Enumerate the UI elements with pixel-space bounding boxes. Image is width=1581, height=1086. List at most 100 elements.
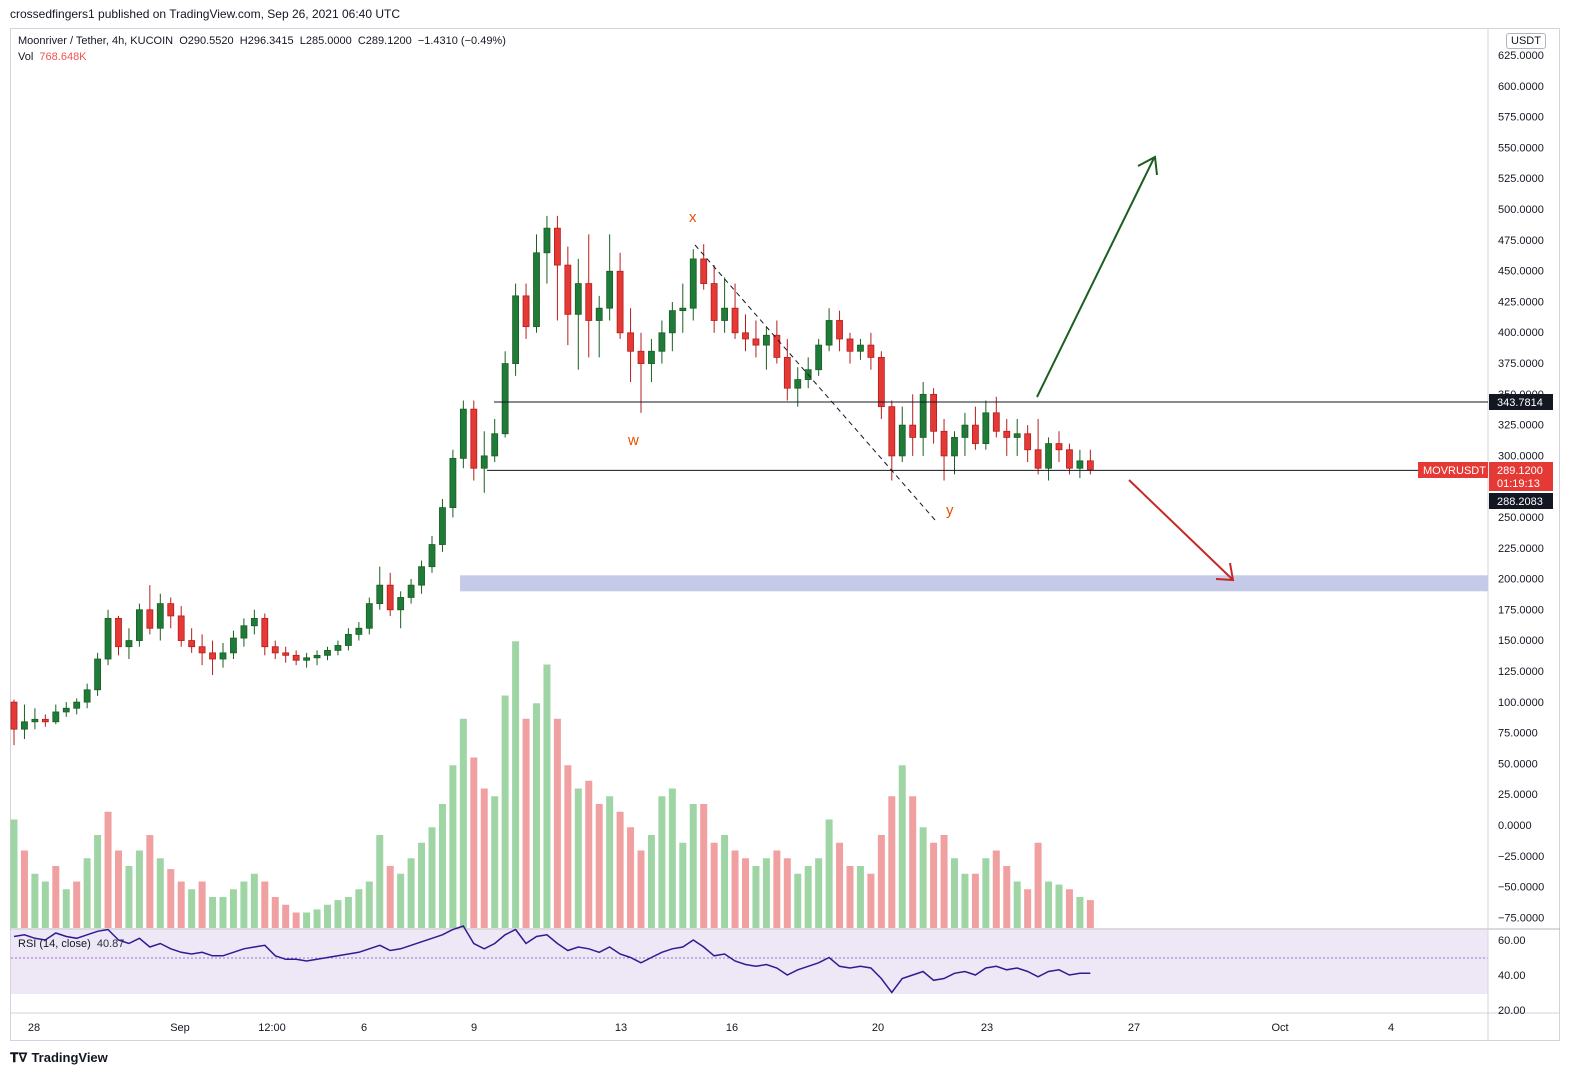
candle[interactable] [449,449,457,518]
candle[interactable] [857,338,864,360]
candle[interactable] [616,252,624,339]
candle[interactable] [1066,443,1073,475]
candle[interactable] [1045,437,1052,481]
candle[interactable] [459,400,467,469]
candle[interactable] [731,283,739,339]
candle[interactable] [355,622,363,641]
candle[interactable] [21,704,28,740]
candle[interactable] [825,308,833,352]
candle[interactable] [209,640,216,676]
candle[interactable] [313,650,321,666]
candle[interactable] [992,396,1000,438]
candle[interactable] [334,640,342,656]
candle[interactable] [282,646,290,663]
candle[interactable] [773,320,781,364]
candle[interactable] [585,234,593,358]
bullish-arrow-shaft[interactable] [1036,157,1155,398]
candle[interactable] [135,603,143,647]
candle[interactable] [156,593,164,641]
candle[interactable] [1024,425,1032,463]
candle[interactable] [31,708,39,730]
candle[interactable] [1076,449,1084,479]
candle[interactable] [815,338,823,376]
candle[interactable] [407,579,415,604]
candle[interactable] [1013,418,1021,456]
candle[interactable] [428,535,436,573]
candle[interactable] [1003,418,1011,456]
candle[interactable] [710,265,718,333]
candle[interactable] [648,338,655,383]
candle[interactable] [386,572,394,616]
candle[interactable] [1034,418,1042,475]
candle[interactable] [574,258,582,370]
candle[interactable] [595,295,603,358]
candle[interactable] [522,283,530,339]
candle[interactable] [376,566,384,610]
candle[interactable] [418,560,425,594]
candle[interactable] [219,643,227,668]
candle[interactable] [909,394,917,456]
candle[interactable] [867,332,875,370]
candle[interactable] [554,215,561,321]
candle[interactable] [230,630,237,660]
candle[interactable] [439,498,446,552]
candle[interactable] [501,351,509,438]
bearish-arrow-shaft[interactable] [1128,479,1233,580]
candle[interactable] [115,615,122,656]
candle[interactable] [606,234,614,321]
chart-frame[interactable] [10,28,1560,1041]
candle[interactable] [177,606,185,647]
candle[interactable] [877,351,885,419]
candle[interactable] [480,431,488,493]
candle[interactable] [982,400,990,450]
candle[interactable] [679,283,687,333]
candle[interactable] [763,326,770,370]
wave-trendline[interactable] [694,244,936,521]
candle[interactable] [83,683,91,709]
volume-legend-label[interactable]: Vol [18,51,34,63]
candle[interactable] [783,338,791,401]
candle[interactable] [742,314,749,352]
candle[interactable] [627,308,634,383]
candle[interactable] [41,714,49,727]
candle[interactable] [62,702,70,717]
candle[interactable] [543,215,551,284]
candle[interactable] [898,406,906,463]
candle[interactable] [104,609,112,666]
candle[interactable] [365,597,373,635]
candle[interactable] [146,585,154,635]
candle[interactable] [794,367,802,407]
candle[interactable] [930,388,937,444]
candle[interactable] [167,597,175,629]
candle[interactable] [940,418,948,481]
candle[interactable] [188,628,196,653]
candle[interactable] [721,277,728,333]
candle[interactable] [1055,431,1063,463]
candle[interactable] [344,628,352,651]
candle[interactable] [836,310,843,352]
candle[interactable] [292,650,300,666]
candle[interactable] [261,613,269,656]
candle[interactable] [324,646,331,661]
candle[interactable] [303,652,311,668]
candle[interactable] [846,332,854,364]
candle[interactable] [752,320,760,358]
candle[interactable] [689,249,697,321]
candle[interactable] [512,283,519,376]
candle[interactable] [700,244,708,290]
candle[interactable] [125,628,133,660]
rsi-line[interactable] [13,925,1091,994]
candle[interactable] [240,618,248,647]
candle[interactable] [491,418,499,463]
candle[interactable] [919,382,927,456]
currency-unit-button[interactable]: USDT [1506,33,1546,49]
candle[interactable] [94,652,101,696]
candle[interactable] [668,302,676,352]
candle[interactable] [397,591,405,629]
candle[interactable] [951,431,958,475]
candle[interactable] [972,406,979,450]
candle[interactable] [533,234,540,333]
candle[interactable] [10,699,18,746]
candle[interactable] [658,320,666,364]
